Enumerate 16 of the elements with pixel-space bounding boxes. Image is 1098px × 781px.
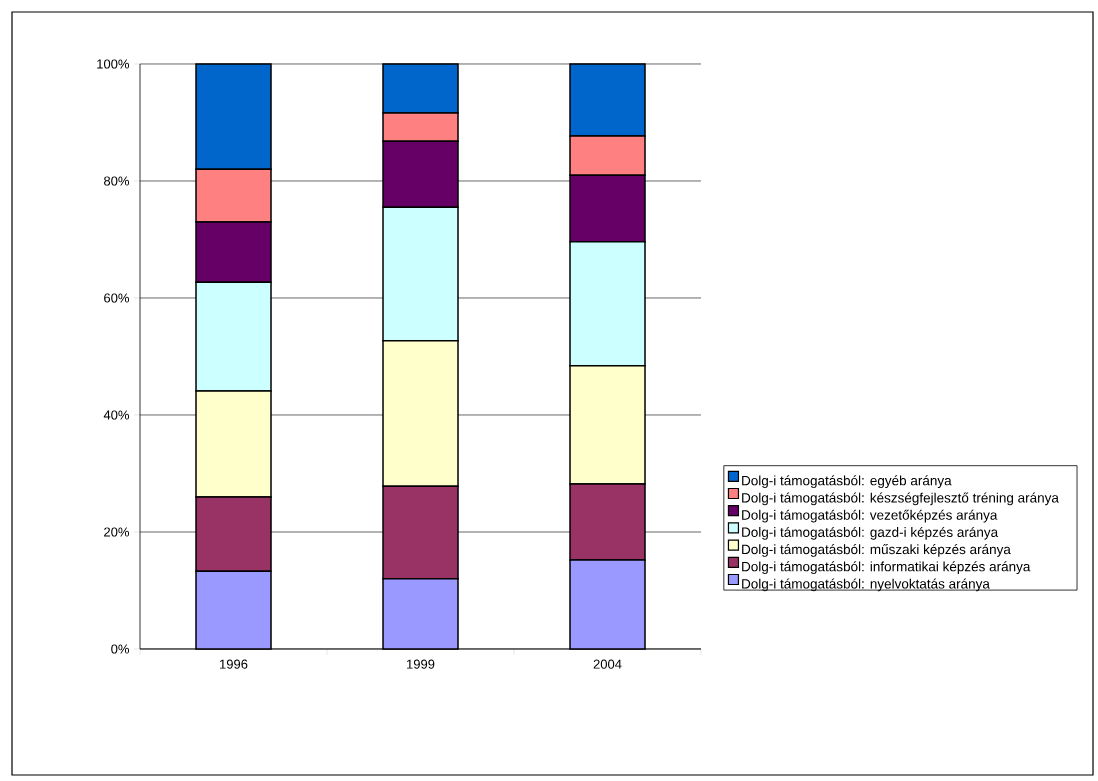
y-tick-label: 100%	[97, 59, 130, 69]
y-tick-label: 80%	[104, 176, 130, 186]
legend-label: Dolg-i támogatásból: gazd-i képzés aránya	[742, 526, 999, 540]
legend-label: Dolg-i támogatásból: nyelvoktatás aránya	[742, 578, 990, 592]
legend-label: Dolg-i támogatásból: vezetőképzés aránya	[742, 509, 998, 523]
y-tick-label: 60%	[104, 293, 130, 303]
legend-label: Dolg-i támogatásból: készségfejlesztő tréning aránya	[742, 492, 1059, 506]
x-tick-label: 2004	[593, 659, 622, 669]
legend-label: Dolg-i támogatásból: egyéb aránya	[742, 475, 952, 489]
x-tick-label: 1999	[407, 659, 435, 669]
legend-label: Dolg-i támogatásból: informatikai képzés aránya	[742, 561, 1031, 575]
x-tick-label: 1996	[220, 659, 248, 669]
y-tick-label: 20%	[104, 527, 130, 537]
legend-label: Dolg-i támogatásból: műszaki képzés aránya	[742, 544, 1011, 557]
y-tick-label: 40%	[103, 410, 130, 420]
y-tick-label: 0%	[111, 644, 130, 654]
